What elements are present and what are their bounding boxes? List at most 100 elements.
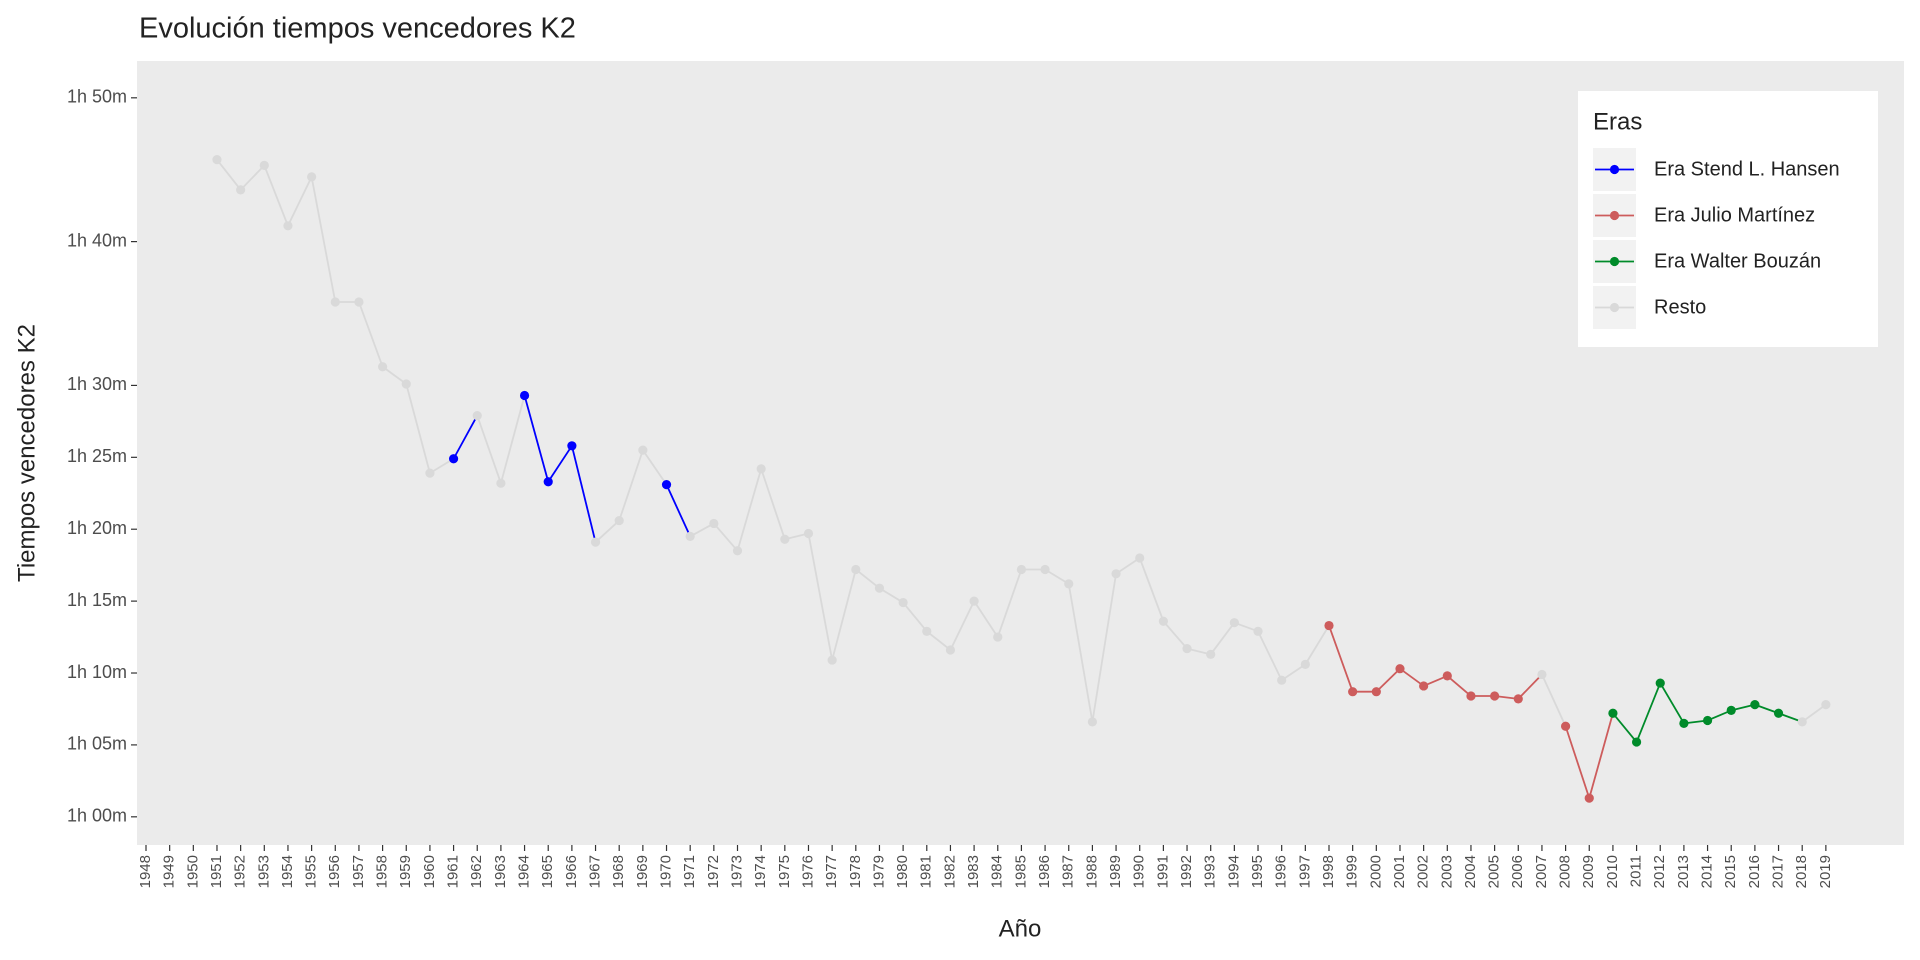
x-tick-label: 1956 (326, 855, 343, 888)
line-segment (855, 568, 881, 589)
line-segment (1328, 625, 1354, 693)
line-segment (1138, 557, 1165, 622)
data-point (898, 597, 908, 608)
data-point (1135, 553, 1145, 563)
line-segment (736, 468, 763, 552)
line-segment (216, 159, 242, 191)
line-segment (1162, 620, 1188, 650)
y-tick-label: 1h 50m (67, 87, 127, 107)
data-point (354, 297, 364, 307)
data-point (330, 297, 340, 307)
y-tick-label: 1h 25m (67, 446, 127, 466)
x-tick-label: 1995 (1249, 855, 1266, 888)
data-point (1726, 705, 1736, 716)
legend-label: Era Julio Martínez (1654, 204, 1815, 226)
x-tick-label: 1975 (776, 855, 793, 888)
data-point (1419, 681, 1429, 691)
data-point (1206, 649, 1216, 659)
x-tick-label: 1981 (918, 855, 935, 888)
legend-point (1609, 210, 1620, 221)
line-segment (713, 522, 739, 552)
x-tick-label: 1980 (894, 855, 911, 888)
x-tick-label: 2000 (1367, 855, 1384, 888)
x-tick-label: 1957 (350, 855, 367, 888)
data-point (1395, 664, 1405, 674)
line-segment (902, 601, 928, 632)
x-tick-label: 2005 (1486, 855, 1503, 888)
x-tick-label: 2007 (1533, 855, 1550, 888)
x-tick-label: 2011 (1628, 855, 1645, 887)
line-segment (926, 630, 951, 651)
line-segment (1091, 573, 1117, 723)
x-tick-label: 1963 (492, 855, 509, 888)
x-tick-label: 1965 (539, 855, 556, 888)
line-segment (1209, 622, 1236, 655)
x-tick-label: 1969 (634, 855, 651, 888)
line-segment (523, 395, 550, 482)
x-tick-label: 1989 (1107, 855, 1124, 888)
x-tick-label: 1978 (847, 855, 864, 888)
data-point (945, 645, 956, 655)
x-tick-label: 1952 (232, 855, 249, 888)
line-segment (452, 415, 479, 460)
x-tick-label: 2014 (1699, 855, 1716, 888)
line-segment (1635, 682, 1662, 743)
x-tick-label: 1988 (1083, 855, 1100, 888)
data-point (1608, 708, 1618, 718)
x-tick-label: 1953 (255, 855, 272, 888)
x-tick-label: 2017 (1770, 855, 1787, 888)
x-tick-label: 2008 (1557, 855, 1574, 888)
x-tick-label: 2012 (1651, 855, 1668, 888)
data-point (780, 534, 790, 544)
x-tick-label: 1966 (563, 855, 580, 888)
data-point (614, 515, 624, 526)
data-point (307, 172, 317, 182)
x-tick-label: 1962 (468, 855, 485, 888)
data-point (496, 478, 506, 488)
x-tick-label: 1992 (1178, 855, 1195, 888)
data-point (448, 454, 459, 464)
x-tick-label: 1987 (1060, 855, 1077, 888)
x-axis-title: Año (999, 915, 1042, 942)
x-tick-label: 1990 (1131, 855, 1148, 888)
x-tick-label: 1994 (1225, 855, 1242, 888)
line-segment (429, 457, 455, 474)
legend-title: Eras (1593, 108, 1642, 135)
data-point (1750, 700, 1760, 710)
data-point (1371, 687, 1381, 697)
data-point (1182, 643, 1192, 654)
data-point (212, 155, 222, 165)
data-point (259, 160, 269, 170)
x-tick-label: 2015 (1722, 855, 1739, 888)
line-segment (831, 569, 857, 661)
line-segment (1399, 667, 1425, 687)
line-segment (287, 176, 313, 227)
data-point (1064, 579, 1074, 589)
data-point (1040, 564, 1050, 575)
line-segment (310, 176, 337, 303)
line-segment (1588, 713, 1614, 799)
x-tick-label: 1954 (279, 855, 296, 888)
x-tick-label: 1959 (397, 855, 414, 888)
data-point (1537, 669, 1547, 680)
legend-point (1609, 164, 1620, 175)
line-segment (405, 383, 431, 474)
line-segment (1801, 703, 1827, 723)
data-point (1087, 717, 1097, 727)
chart-title: Evolución tiempos vencedores K2 (139, 13, 576, 45)
x-tick-label: 1982 (941, 855, 958, 888)
legend-label: Era Walter Bouzán (1654, 250, 1821, 272)
data-point (922, 626, 932, 636)
y-tick-label: 1h 00m (67, 806, 127, 826)
x-tick-label: 2002 (1415, 855, 1432, 888)
legend-label: Resto (1654, 296, 1706, 318)
x-tick-label: 2001 (1391, 855, 1408, 888)
x-tick-label: 1993 (1202, 855, 1219, 888)
x-tick-label: 1960 (421, 855, 438, 888)
data-point (472, 411, 482, 421)
x-tick-label: 2004 (1462, 855, 1479, 888)
line-segment (382, 365, 407, 385)
line-segment (1541, 674, 1567, 727)
data-point (378, 362, 388, 372)
